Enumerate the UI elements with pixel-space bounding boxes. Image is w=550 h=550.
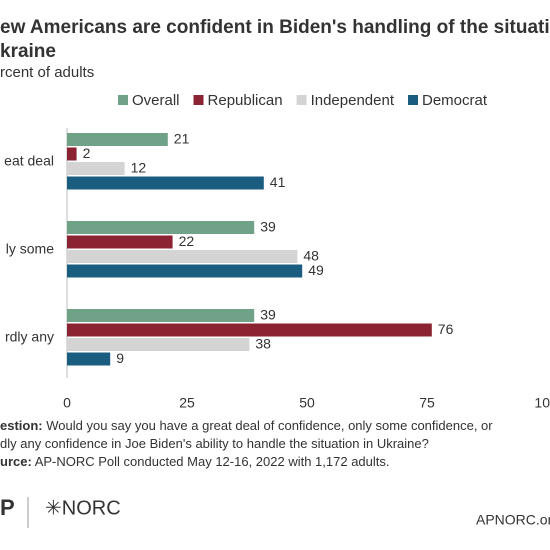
chart-title: kraine <box>0 41 56 62</box>
bar <box>67 133 168 146</box>
logo: ✳NORC <box>45 497 121 519</box>
bar <box>67 162 125 175</box>
bar <box>67 147 77 161</box>
footnote-text: dly any confidence in Joe Biden's abilit… <box>0 436 429 451</box>
bar <box>67 309 255 322</box>
category-label: rdly any <box>5 329 54 345</box>
legend-label: Republican <box>208 92 283 109</box>
x-tick-label: 25 <box>179 395 195 411</box>
footnote: urce: AP-NORC Poll conducted May 12-16, … <box>0 454 390 469</box>
bar <box>67 235 173 249</box>
data-label: 76 <box>438 321 454 337</box>
data-label: 39 <box>260 219 276 235</box>
data-label: 38 <box>255 336 271 352</box>
chart-subtitle: rcent of adults <box>0 64 94 81</box>
data-label: 39 <box>260 307 276 323</box>
data-label: 22 <box>179 233 195 249</box>
legend-label: Overall <box>132 92 180 109</box>
data-label: 21 <box>174 131 190 147</box>
legend-swatch <box>193 95 204 105</box>
legend-label: Democrat <box>422 92 488 109</box>
data-label: 12 <box>131 160 147 176</box>
data-label: 2 <box>83 145 91 161</box>
x-tick-label: 75 <box>419 395 435 411</box>
footnote-label: estion: <box>0 418 43 433</box>
chart-title: ew Americans are confident in Biden's ha… <box>0 17 550 38</box>
footnote: dly any confidence in Joe Biden's abilit… <box>0 436 429 451</box>
data-label: 49 <box>308 262 324 278</box>
bar <box>67 352 111 366</box>
legend-swatch <box>408 95 418 105</box>
legend-label: Independent <box>311 92 395 109</box>
category-label: ly some <box>6 241 54 257</box>
x-tick-label: 10 <box>534 395 550 411</box>
footnote-text: Would you say you have a great deal of c… <box>43 418 494 433</box>
legend-swatch <box>118 95 128 105</box>
bar <box>67 323 432 337</box>
bar <box>67 338 250 351</box>
data-label: 41 <box>270 174 286 190</box>
bar <box>67 176 264 190</box>
logo: APNORC.or <box>476 512 550 528</box>
x-tick-label: 50 <box>299 395 315 411</box>
data-label: 48 <box>303 248 319 264</box>
footnote-label: urce: <box>0 454 32 469</box>
legend-swatch <box>296 95 307 105</box>
footnote-text: AP-NORC Poll conducted May 12-16, 2022 w… <box>32 454 390 469</box>
category-label: eat deal <box>4 153 54 169</box>
data-label: 9 <box>116 350 124 366</box>
x-tick-label: 0 <box>63 395 71 411</box>
footnote: estion: Would you say you have a great d… <box>0 418 493 433</box>
logo: P <box>0 495 15 520</box>
bar <box>67 221 255 234</box>
bar <box>67 250 298 263</box>
bar <box>67 264 303 278</box>
